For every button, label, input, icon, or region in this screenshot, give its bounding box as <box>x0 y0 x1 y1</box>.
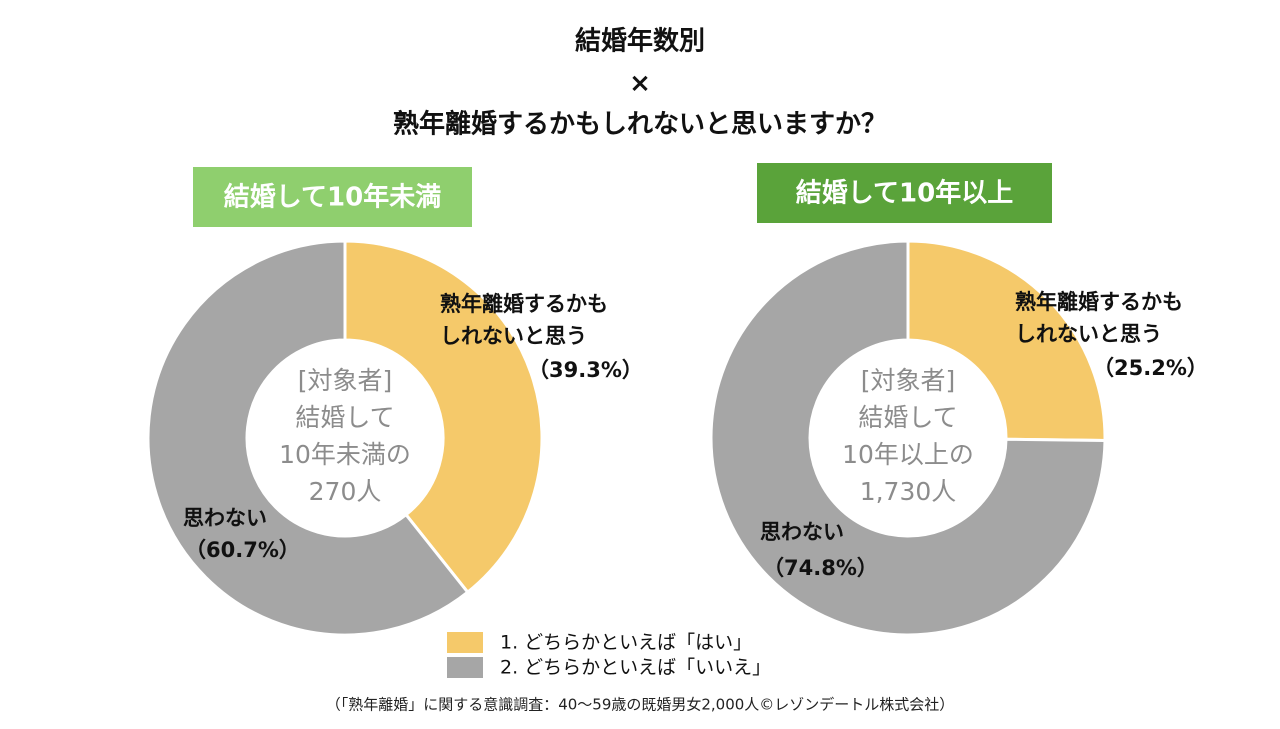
value-label: （25.2%） <box>1093 356 1208 380</box>
header-box <box>757 163 1052 223</box>
slice-label: 熟年離婚するかもしれないと思う <box>1015 290 1183 346</box>
slice-label: 思わない <box>183 506 267 530</box>
center-label: 結婚して <box>295 403 394 432</box>
legend-label: 1. どちらかといえば「はい」 <box>500 632 752 654</box>
center-label: 270人 <box>309 477 382 506</box>
center-label: 1,730人 <box>860 477 957 506</box>
chart-subtitle: 結婚して10年以上 <box>796 178 1013 209</box>
value-label: （39.3%） <box>528 358 643 382</box>
chart-subtitle: 結婚して10年未満 <box>224 182 441 213</box>
title: 結婚年数別 <box>575 26 705 57</box>
value-label: （60.7%） <box>185 538 300 562</box>
value-label: （74.8%） <box>763 556 878 580</box>
slice-label: 思わない <box>760 520 844 544</box>
source: （「熟年離婚」に関する意識調査：40～59歳の既婚男女2,000人©レゾンデート… <box>326 696 955 714</box>
slice <box>343 239 544 595</box>
title: 熟年離婚するかもしれないと思いますか？ <box>393 109 887 140</box>
center-label: 10年未満の <box>279 440 411 469</box>
center-label: 10年以上の <box>842 440 974 469</box>
slice-label: 熟年離婚するかもしれないと思う <box>440 292 608 348</box>
center-label: [対象者] <box>298 366 393 395</box>
slice <box>906 239 1107 442</box>
center-label: 結婚して <box>858 403 957 432</box>
header-box <box>193 167 472 227</box>
slice <box>709 239 1107 637</box>
center-label: [対象者] <box>861 366 956 395</box>
slice <box>146 239 470 637</box>
legend-swatch <box>447 632 483 653</box>
title: × <box>629 69 651 99</box>
legend-label: 2. どちらかといえば「いいえ」 <box>500 657 771 679</box>
legend-swatch <box>447 657 483 678</box>
